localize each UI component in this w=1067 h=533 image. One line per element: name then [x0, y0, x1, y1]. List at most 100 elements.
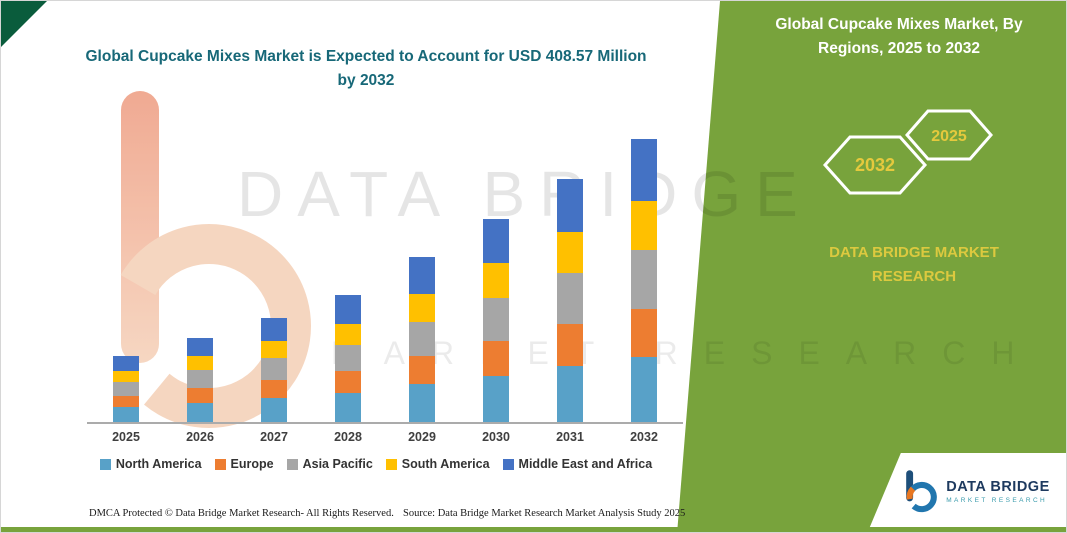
legend-item: South America — [385, 457, 490, 471]
bar-segment — [409, 293, 435, 322]
bar-column-2029 — [385, 131, 459, 422]
bar-segment — [335, 323, 361, 346]
legend-label: Asia Pacific — [302, 457, 373, 471]
x-axis-label: 2028 — [334, 430, 362, 444]
legend-label: Middle East and Africa — [518, 457, 653, 471]
bar-segment — [557, 273, 583, 325]
bar-segment — [409, 321, 435, 357]
bar-segment — [409, 356, 435, 384]
bar-segment — [113, 395, 139, 407]
bar-segment — [187, 356, 213, 371]
bar-segment — [557, 232, 583, 274]
plot-area — [89, 131, 681, 422]
legend-item: Asia Pacific — [286, 457, 373, 471]
source-note: Source: Data Bridge Market Research Mark… — [403, 508, 686, 519]
hexagon-2032-outline — [822, 135, 928, 195]
logo-texts: DATA BRIDGE MARKET RESEARCH — [946, 479, 1050, 504]
bar-segment — [483, 298, 509, 341]
year-hexagons: 2032 2025 — [822, 109, 993, 195]
legend-swatch — [385, 458, 397, 470]
bar-column-2025 — [89, 131, 163, 422]
bar-segment — [261, 379, 287, 398]
x-axis-label: 2031 — [556, 430, 584, 444]
x-axis-label: 2029 — [408, 430, 436, 444]
legend-swatch — [286, 458, 298, 470]
bar-segment — [631, 249, 657, 310]
bar-segment — [335, 345, 361, 372]
bar-segment — [557, 365, 583, 422]
hexagon-2025-outline — [905, 109, 993, 161]
legend: North America Europe Asia Pacific South Ame… — [56, 457, 696, 471]
stacked-bar-2030 — [483, 131, 509, 422]
bar-segment — [483, 263, 509, 298]
x-axis-label: 2030 — [482, 430, 510, 444]
bar-segment — [335, 295, 361, 324]
stacked-bar-2028 — [335, 131, 361, 422]
logo-subtitle: MARKET RESEARCH — [946, 496, 1048, 504]
dmca-note: DMCA Protected © Data Bridge Market Rese… — [89, 508, 394, 519]
bar-segment — [187, 370, 213, 389]
hexagon-year-back: 2025 — [931, 128, 967, 145]
x-axis-label: 2027 — [260, 430, 288, 444]
bar-segment — [483, 340, 509, 376]
databridge-logo-block: DATA BRIDGE MARKET RESEARCH — [869, 453, 1066, 529]
bar-segment — [631, 309, 657, 357]
bar-segment — [261, 397, 287, 422]
stacked-bar-2025 — [113, 131, 139, 422]
logo-name: DATA BRIDGE — [946, 478, 1050, 495]
bar-column-2032 — [607, 131, 681, 422]
bar-segment — [335, 371, 361, 393]
bar-segment — [261, 318, 287, 341]
chart-title: Global Cupcake Mixes Market is Expected … — [85, 48, 647, 90]
bar-segment — [261, 340, 287, 359]
bar-segment — [409, 257, 435, 294]
bar-segment — [335, 392, 361, 422]
bar-segment — [187, 337, 213, 357]
x-axis-label: 2025 — [112, 430, 140, 444]
bar-segment — [557, 178, 583, 233]
legend-item: Middle East and Africa — [502, 457, 653, 471]
hexagon-year-front: 2032 — [855, 155, 895, 175]
bottom-green-strip — [1, 527, 1066, 532]
x-axis-label: 2026 — [186, 430, 214, 444]
stacked-bar-2027 — [261, 131, 287, 422]
bar-segment — [409, 383, 435, 422]
brand-text: DATA BRIDGE MARKET RESEARCH — [829, 244, 999, 285]
bar-column-2031 — [533, 131, 607, 422]
bar-column-2027 — [237, 131, 311, 422]
bar-segment — [631, 356, 657, 422]
legend-label: North America — [115, 457, 202, 471]
bar-segment — [113, 381, 139, 396]
legend-label: South America — [401, 457, 490, 471]
stacked-bar-2031 — [557, 131, 583, 422]
bar-segment — [557, 324, 583, 366]
bar-segment — [187, 388, 213, 403]
x-axis-label: 2032 — [630, 430, 658, 444]
bar-segment — [113, 370, 139, 382]
bar-segment — [631, 138, 657, 201]
legend-swatch — [502, 458, 514, 470]
stacked-bar-2026 — [187, 131, 213, 422]
bar-segment — [187, 402, 213, 422]
bar-segment — [113, 406, 139, 422]
legend-item: Europe — [214, 457, 274, 471]
stacked-bar-2029 — [409, 131, 435, 422]
bar-segment — [483, 219, 509, 264]
x-axis-line — [87, 422, 683, 424]
side-panel-background — [677, 1, 1066, 532]
databridge-b-logo-icon — [906, 470, 938, 513]
side-panel-title: Global Cupcake Mixes Market, By Regions,… — [775, 16, 1023, 58]
bar-column-2028 — [311, 131, 385, 422]
x-axis-labels: 2025 2026 2027 2028 2029 2030 2031 2032 — [89, 430, 681, 444]
bar-segment — [261, 358, 287, 380]
legend-swatch — [99, 458, 111, 470]
legend-swatch — [214, 458, 226, 470]
stacked-bar-2032 — [631, 131, 657, 422]
bar-segment — [483, 375, 509, 422]
bar-segment — [113, 356, 139, 371]
legend-label: Europe — [230, 457, 274, 471]
bar-segment — [631, 201, 657, 250]
bar-column-2030 — [459, 131, 533, 422]
bar-column-2026 — [163, 131, 237, 422]
